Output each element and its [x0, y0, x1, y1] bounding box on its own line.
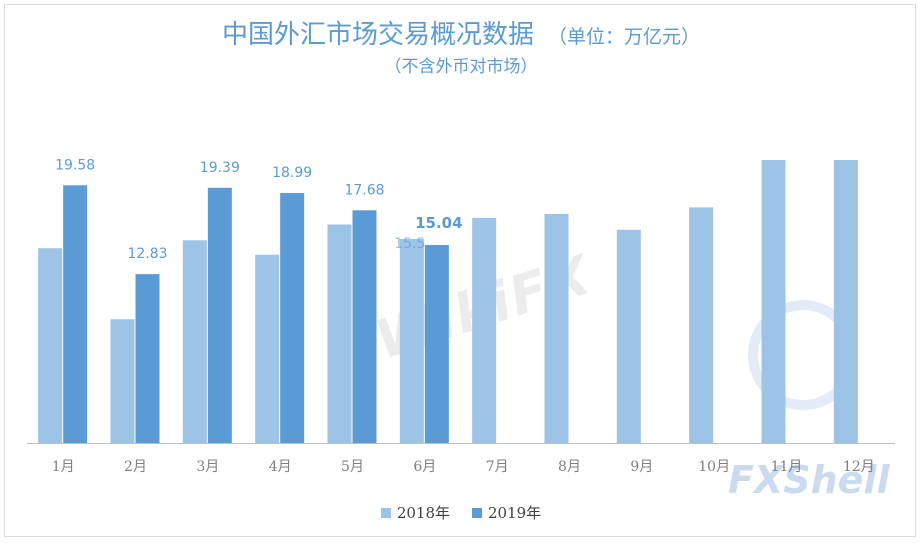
data-label-2019年-3月: 19.39	[200, 160, 240, 176]
x-tick-label-12月: 12月	[843, 459, 875, 475]
x-tick-label-1月: 1月	[52, 459, 75, 475]
x-tick-label-9月: 9月	[630, 459, 653, 475]
legend: 2018年 2019年	[0, 502, 922, 523]
x-tick-label-8月: 8月	[558, 459, 581, 475]
x-tick-label-6月: 6月	[413, 459, 436, 475]
bar-2019年-2月	[135, 274, 160, 443]
bar-2019年-6月	[424, 245, 449, 443]
x-tick-label-11月: 11月	[771, 459, 803, 475]
bar-2018年-3月	[182, 240, 207, 443]
bar-2018年-12月	[833, 160, 858, 443]
legend-item-2018: 2018年	[380, 502, 450, 523]
bar-2018年-2月	[110, 319, 135, 443]
x-tick-label-7月: 7月	[486, 459, 509, 475]
bar-2018年-5月	[327, 224, 352, 443]
bar-2018年-10月	[689, 207, 714, 443]
bar-2018年-9月	[616, 229, 641, 443]
bar-2018年-1月	[38, 248, 63, 443]
x-tick-label-5月: 5月	[341, 459, 364, 475]
data-label-2019年-5月: 17.68	[344, 182, 384, 198]
data-label-2019年-2月: 12.83	[127, 246, 167, 262]
chart-title: 中国外汇市场交易概况数据	[221, 20, 534, 50]
bar-2019年-4月	[280, 193, 305, 443]
bar-2018年-8月	[544, 213, 569, 443]
x-tick-label-4月: 4月	[269, 459, 292, 475]
x-tick-label-2月: 2月	[124, 459, 147, 475]
bar-2019年-1月	[63, 185, 88, 443]
data-label-2019年-4月: 18.99	[272, 165, 312, 181]
chart-unit: （单位：万亿元）	[548, 26, 701, 48]
bar-2018年-11月	[761, 160, 786, 443]
bar-2018年-7月	[472, 217, 497, 443]
data-label-2019年-1月: 19.58	[55, 157, 95, 173]
chart-title-row: 中国外汇市场交易概况数据 （单位：万亿元）	[0, 14, 922, 51]
bar-2018年-4月	[255, 254, 280, 443]
bar-2019年-5月	[352, 210, 377, 443]
bar-2019年-3月	[207, 187, 232, 443]
x-tick-label-3月: 3月	[196, 459, 219, 475]
bar-2018年-6月	[399, 238, 424, 443]
chart-subtitle: （不含外币对市场）	[384, 57, 538, 77]
legend-label-2018: 2018年	[396, 504, 450, 522]
legend-swatch-2018	[380, 507, 391, 518]
data-label-2019年-6月: 15.04	[415, 214, 462, 232]
legend-label-2019: 2019年	[488, 504, 542, 522]
legend-item-2019: 2019年	[472, 502, 541, 523]
data-label-2018年-6月: 15.5	[394, 236, 425, 252]
x-tick-label-10月: 10月	[698, 459, 730, 475]
legend-swatch-2019	[472, 507, 482, 518]
